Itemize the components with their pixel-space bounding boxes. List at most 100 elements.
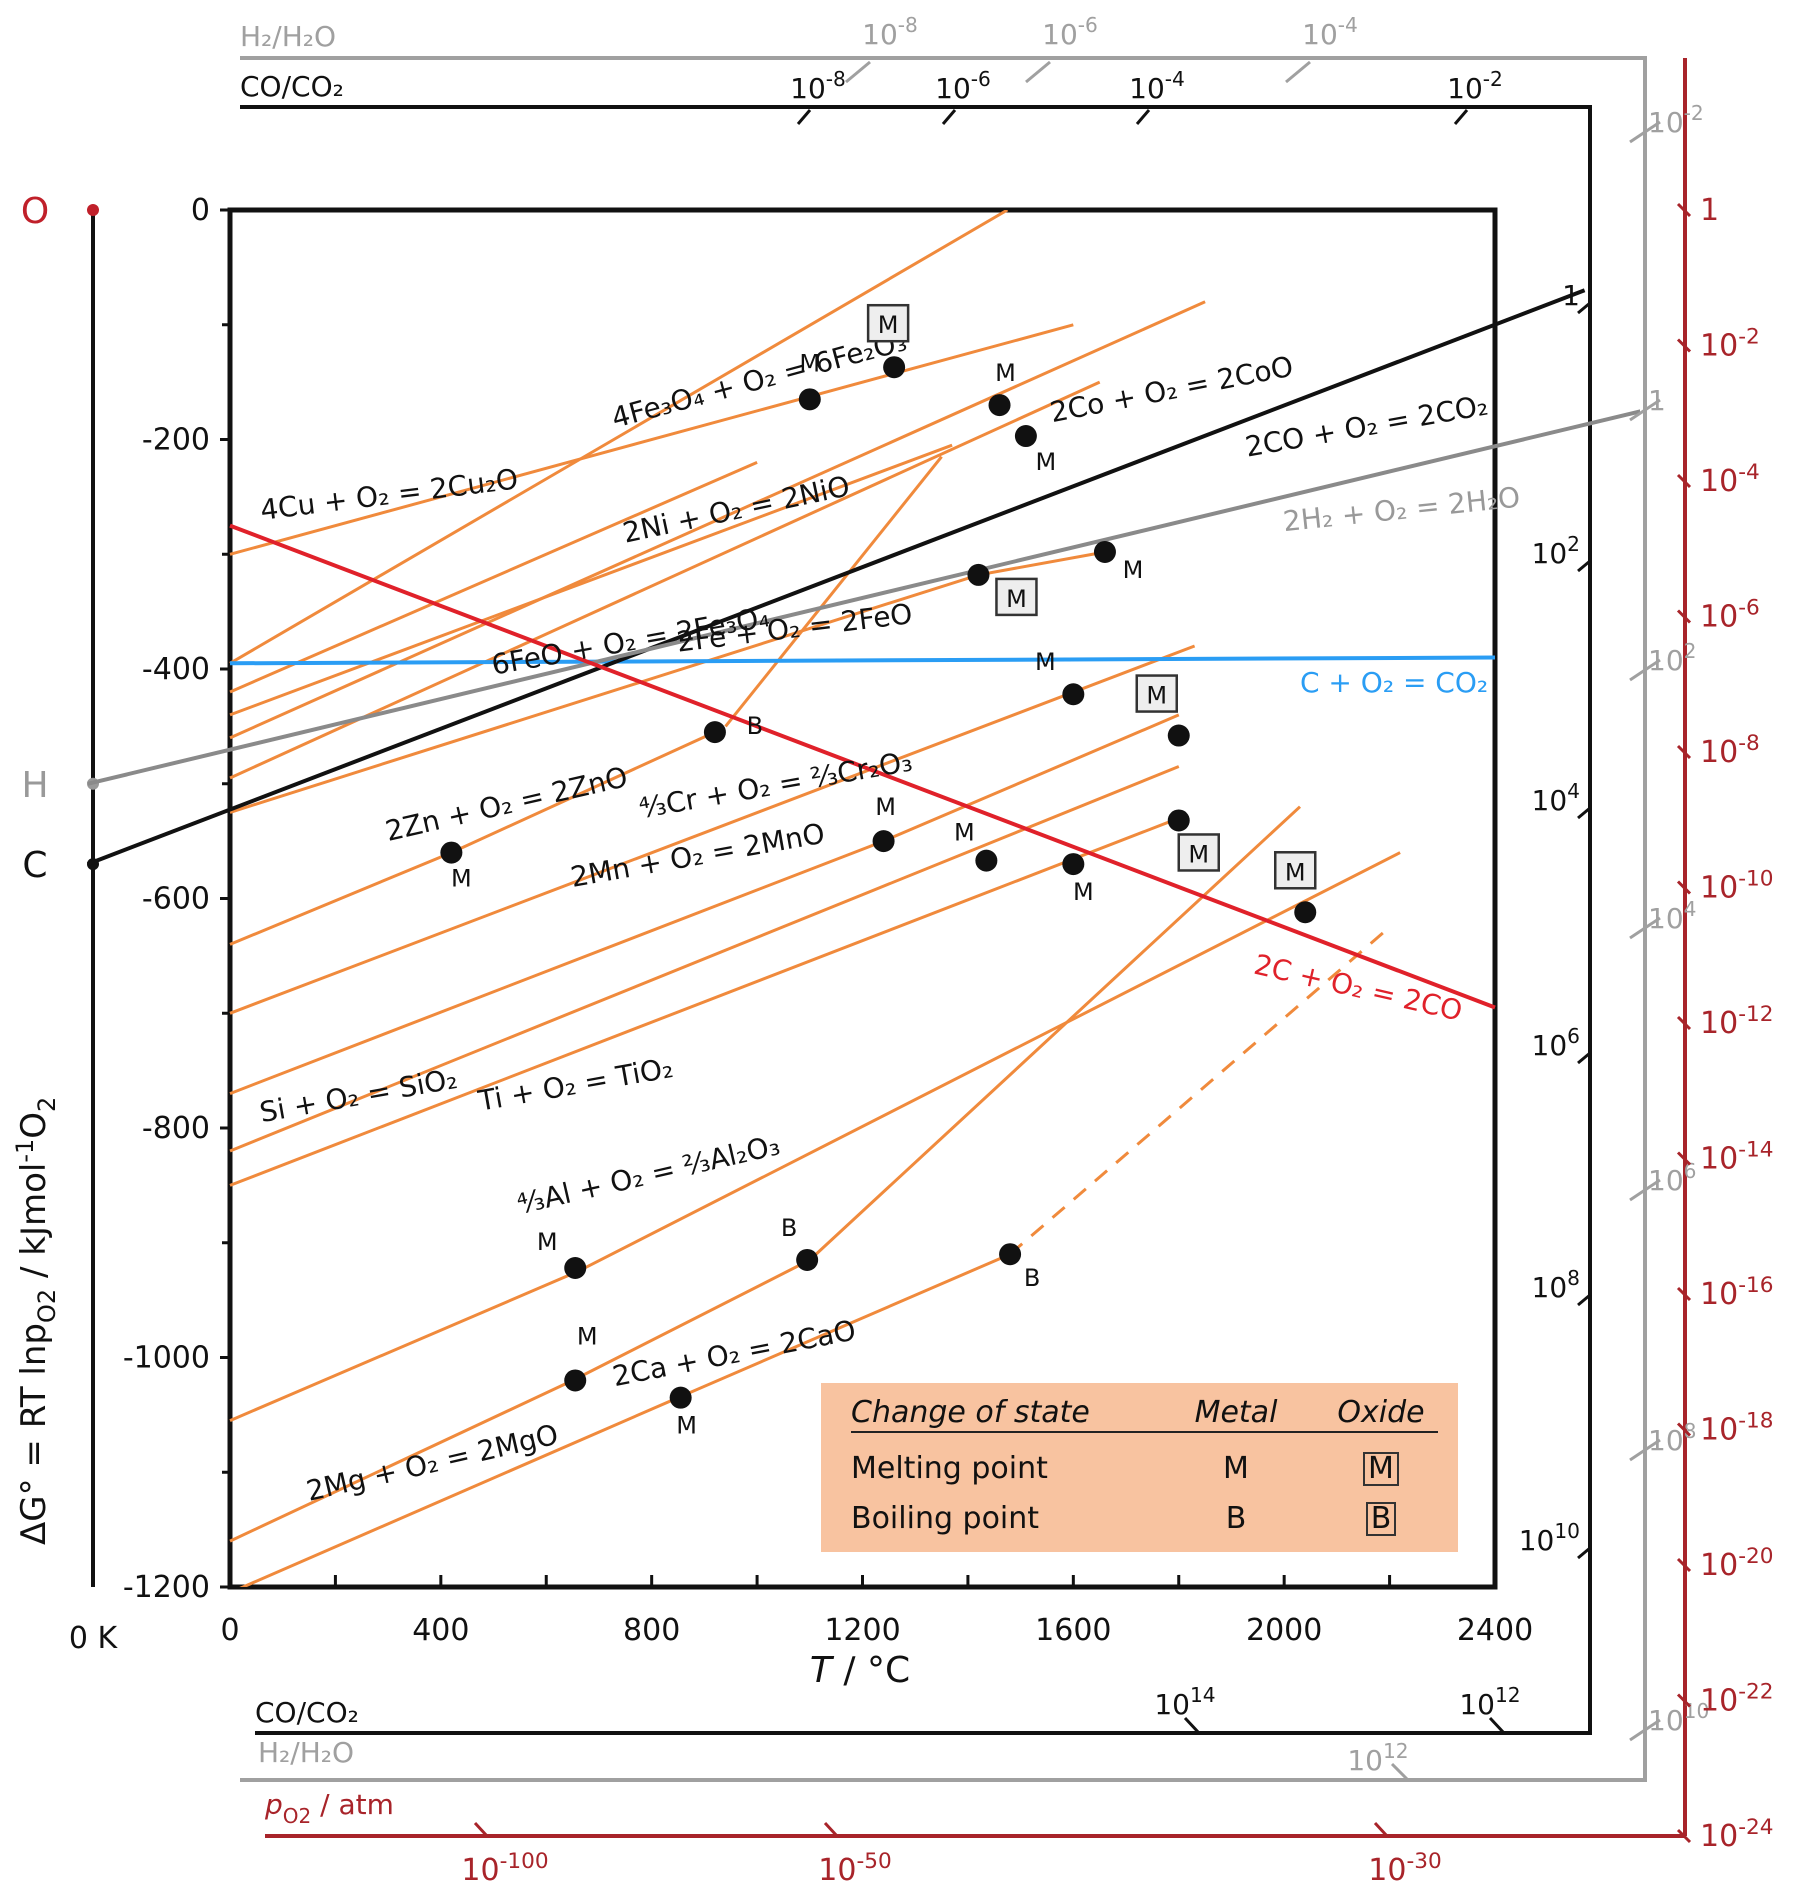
oxide-marker-box [866,303,910,343]
h2-h2o-bottom-label: H₂/H₂O [258,1736,354,1769]
transition-label: M [537,1228,558,1256]
line-label: 2CO + O₂ = 2CO₂ [1243,388,1491,463]
h2-h2o-right-tick [1629,398,1661,422]
transition-label: M [954,819,975,847]
po2-right-tick-label: 10-6 [1700,596,1760,635]
transition-point [1294,901,1317,924]
transition-label: M [1188,840,1209,868]
po2-right-tick [1676,880,1692,895]
transition-point [1167,724,1190,747]
po2-right-tick-label: 10-2 [1700,325,1760,364]
po2-right-tick-label: 1 [1700,193,1719,228]
pivot-label-c: C [22,845,47,886]
po2-right-tick [1676,1828,1692,1844]
transition-point [703,721,726,744]
co-co2-right-tick-label: 1010 [1519,1519,1580,1557]
h2-h2o-top-tick-label: 10-4 [1302,13,1358,51]
x-tick-label: 1600 [1035,1613,1111,1648]
series-line-12 [229,816,1180,1187]
series-line-3 [229,380,1101,780]
po2-right-tick-label: 10-22 [1700,1680,1773,1719]
po2-right-tick-label: 10-4 [1700,460,1760,499]
pivot-point-o [87,204,99,216]
transition-label: B [781,1214,797,1242]
co-co2-right-tick-label: 102 [1532,532,1580,570]
co-co2-top-tick [1135,109,1151,125]
h2-h2o-top-tick-label: 10-6 [1042,13,1098,51]
legend-header-oxide: Oxide [1337,1395,1425,1430]
co-co2-right-tick [1577,559,1591,573]
series-line-18 [86,288,1586,866]
h2-h2o-top-tick [1285,60,1311,84]
transition-label: M [1036,448,1057,476]
co-co2-top-tick [796,109,812,125]
po2-bottom-tick-label: 10-100 [461,1849,548,1888]
y-tick-label: -600 [142,882,210,917]
po2-right-tick-label: 10-20 [1700,1544,1773,1583]
po2-right-tick [1676,744,1692,760]
legend: Change of state Metal Oxide Melting poin… [821,1383,1458,1552]
line-label: 2Fe + O₂ = 2FeO [675,597,914,659]
series-line-9 [229,644,1196,1015]
po2-right-tick [1676,202,1692,218]
po2-right-tick [1676,1015,1692,1031]
po2-right-tick-label: 10-10 [1700,867,1773,906]
transition-point [1062,853,1085,876]
legend-melting-label: Melting point [851,1451,1048,1486]
co-co2-bottom-tick [1183,1716,1201,1735]
co-co2-bottom-tick-label: 1014 [1154,1683,1215,1721]
transition-label: M [1073,878,1094,906]
transition-label: M [577,1322,598,1350]
po2-right-tick [1676,1693,1692,1708]
legend-boiling-metal: B [1225,1501,1247,1536]
transition-point [1093,540,1116,563]
h2-h2o-bottom-tick [1390,1762,1410,1782]
legend-divider [851,1431,1438,1433]
series-line-0 [229,323,1074,556]
line-label: 2Ca + O₂ = 2CaO [610,1314,859,1393]
legend-row-boiling: Boiling point B B [821,1501,1458,1541]
oxide-marker-box [1177,833,1220,872]
legend-header: Change of state Metal Oxide [821,1395,1458,1435]
line-label: 2Mg + O₂ = 2MgO [303,1418,561,1508]
po2-right-tick-label: 10-18 [1700,1409,1773,1448]
series-line-4 [229,443,953,717]
co-co2-top-tick [1453,109,1469,125]
transition-label: M [676,1412,697,1440]
po2-bottom-tick [1373,1821,1389,1838]
series-line-14 [229,805,1302,1543]
co-co2-top-tick-label: 10-6 [935,67,991,105]
po2-right-tick [1676,1151,1692,1166]
transition-label: M [1123,556,1144,584]
transition-label: M [878,311,899,339]
co-co2-top-tick-label: 10-4 [1129,67,1185,105]
series-line-7 [229,550,1106,814]
y-tick-label: 0 [191,193,210,228]
po2-right-tick [1676,1422,1692,1437]
transition-label: M [1035,648,1056,676]
co-co2-bottom-tick [1488,1716,1506,1735]
line-label: C + O₂ = CO₂ [1300,666,1488,699]
transition-label: M [1006,585,1027,613]
po2-right-tick [1676,473,1692,489]
po2-right-tick-label: 10-16 [1700,1273,1773,1312]
h2-h2o-right-tick-label: 104 [1648,897,1696,935]
transition-point [564,1369,587,1392]
transition-point [1167,809,1190,832]
h2-h2o-right-tick [1629,120,1661,144]
co-co2-right-tick [1577,1293,1591,1307]
co-co2-right-tick [1577,806,1591,820]
po2-bottom-tick [823,1821,839,1838]
transition-point [1014,425,1037,448]
co-co2-top-tick-label: 10-2 [1447,67,1503,105]
h2-h2o-right-tick-label: 102 [1648,639,1696,677]
h2-h2o-right-tick-label: 108 [1648,1419,1696,1457]
transition-label: B [1024,1264,1040,1292]
legend-boiling-label: Boiling point [851,1501,1040,1536]
line-label: ⁴⁄₃Cr + O₂ = ²⁄₃Cr₂O₃ [637,745,915,826]
h2-h2o-right-tick [1629,1438,1661,1462]
series-line-19 [87,409,1640,786]
co-co2-right-tick [1577,1051,1591,1065]
h2-h2o-right-tick-label: 106 [1648,1159,1696,1197]
